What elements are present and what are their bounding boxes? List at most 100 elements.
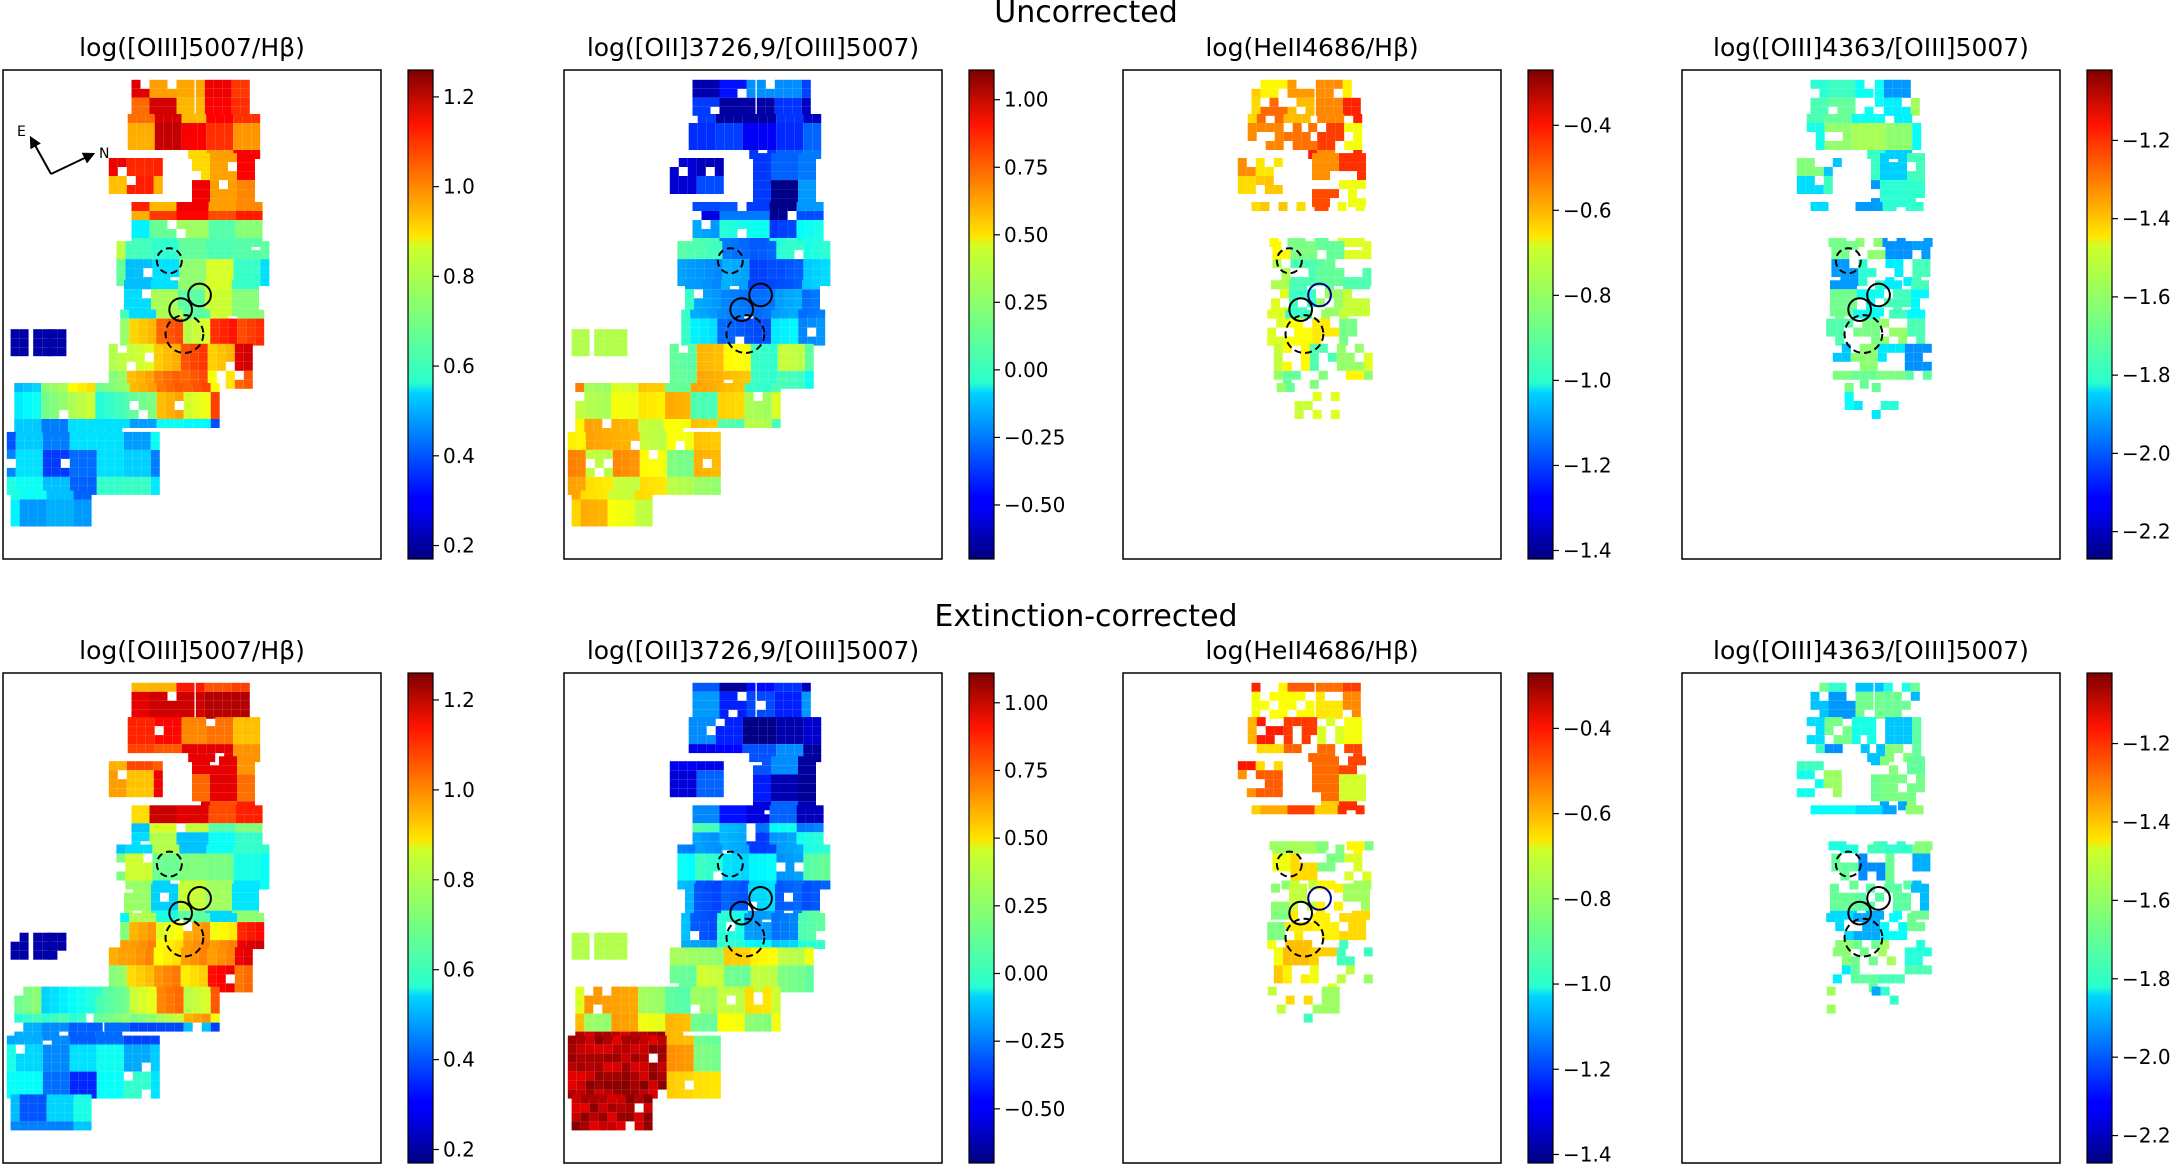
heatmap-cell	[778, 814, 788, 824]
heatmap-cell	[1824, 717, 1834, 727]
heatmap-cell	[686, 268, 696, 278]
heatmap-cell	[68, 986, 78, 996]
heatmap-cell	[812, 844, 822, 854]
heatmap-cell	[687, 788, 697, 798]
heatmap-cell	[719, 106, 729, 116]
heatmap-cell	[1278, 79, 1288, 89]
heatmap-cell	[620, 1013, 630, 1023]
heatmap-cell	[732, 965, 742, 975]
heatmap-cell	[158, 700, 168, 710]
heatmap-cell	[1301, 141, 1311, 150]
heatmap-cell	[677, 241, 687, 251]
heatmap-cell	[129, 327, 139, 337]
heatmap-cell	[169, 298, 178, 308]
heatmap-cell	[1826, 327, 1836, 337]
heatmap-cell	[1894, 114, 1904, 123]
heatmap-cell	[759, 947, 769, 957]
heatmap-cell	[78, 458, 88, 468]
heatmap-cell	[798, 180, 807, 190]
heatmap-cell	[1312, 392, 1322, 401]
heatmap-cell	[717, 1004, 727, 1014]
heatmap-cell	[1246, 788, 1256, 798]
heatmap-cell	[620, 392, 630, 401]
heatmap-cell	[251, 132, 261, 141]
heatmap-cell	[1361, 901, 1370, 911]
heatmap-cell	[696, 770, 706, 780]
heatmap-cell	[237, 318, 247, 328]
heatmap-cell	[14, 410, 24, 419]
heatmap-cell	[785, 114, 795, 123]
heatmap-cell	[792, 682, 802, 692]
heatmap-cell	[1348, 756, 1357, 766]
heatmap-cell	[167, 229, 177, 238]
heatmap-cell	[711, 1044, 721, 1054]
heatmap-cell	[674, 1004, 684, 1014]
heatmap-cell	[816, 309, 826, 319]
heatmap-cell	[138, 1022, 148, 1032]
heatmap-cell	[1363, 947, 1373, 957]
heatmap-cell	[612, 485, 622, 495]
heatmap-cell	[1871, 309, 1881, 319]
heatmap-cell	[105, 1035, 115, 1045]
heatmap-cell	[1851, 114, 1861, 123]
heatmap-cell	[807, 153, 816, 163]
heatmap-cell	[798, 783, 807, 793]
heatmap-cell	[231, 691, 241, 701]
heatmap-cell	[1892, 700, 1902, 710]
heatmap-cell	[1273, 956, 1283, 966]
heatmap-cell	[621, 485, 631, 495]
heatmap-cell	[33, 338, 43, 348]
heatmap-cell	[237, 940, 247, 950]
heatmap-cell	[742, 726, 752, 736]
heatmap-cell	[589, 490, 599, 500]
heatmap-cell	[225, 947, 235, 957]
heatmap-cell	[767, 141, 777, 150]
heatmap-cell	[776, 241, 786, 251]
heatmap-cell	[1280, 289, 1289, 299]
heatmap-cell	[129, 931, 139, 941]
heatmap-cell	[251, 717, 261, 727]
heatmap-cell	[693, 1053, 703, 1063]
heatmap-cell	[150, 1071, 160, 1081]
heatmap-cell	[131, 106, 141, 116]
heatmap-cell	[167, 211, 177, 220]
heatmap-cell	[713, 268, 723, 278]
heatmap-cell	[42, 329, 52, 339]
heatmap-cell	[1857, 892, 1866, 902]
heatmap-cell	[746, 700, 756, 710]
heatmap-cell	[237, 327, 247, 337]
heatmap-cell	[141, 1080, 151, 1090]
heatmap-cell	[1335, 268, 1345, 278]
heatmap-cell	[153, 761, 163, 771]
heatmap-cell	[14, 419, 24, 428]
heatmap-cell	[188, 141, 198, 150]
heatmap-cell	[580, 329, 590, 339]
heatmap-cell	[753, 336, 763, 346]
heatmap-cell	[201, 171, 210, 181]
heatmap-cell	[1335, 241, 1345, 251]
heatmap-cell	[749, 753, 759, 763]
heatmap-cell	[1352, 307, 1361, 317]
heatmap-cell	[1810, 79, 1820, 89]
heatmap-cell	[197, 268, 207, 278]
heatmap-cell	[124, 892, 133, 902]
heatmap-cell	[1855, 238, 1865, 247]
heatmap-cell	[143, 259, 153, 269]
heatmap-cell	[759, 965, 769, 975]
heatmap-cell	[686, 853, 696, 863]
heatmap-cell	[785, 132, 795, 141]
heatmap-cell	[207, 352, 217, 362]
heatmap-cell	[666, 1044, 676, 1054]
heatmap-cell	[746, 805, 756, 815]
heatmap-cell	[125, 871, 135, 881]
heatmap-cell	[749, 114, 759, 123]
heatmap-cell	[657, 1071, 667, 1081]
heatmap-cell	[1903, 250, 1913, 260]
heatmap-cell	[620, 401, 630, 410]
heatmap-cell	[194, 202, 204, 211]
heatmap-cell	[64, 490, 74, 500]
heatmap-cell	[1300, 343, 1310, 353]
heatmap-cell	[1832, 788, 1842, 798]
heatmap-cell	[618, 338, 628, 348]
heatmap-cell	[1300, 974, 1310, 984]
